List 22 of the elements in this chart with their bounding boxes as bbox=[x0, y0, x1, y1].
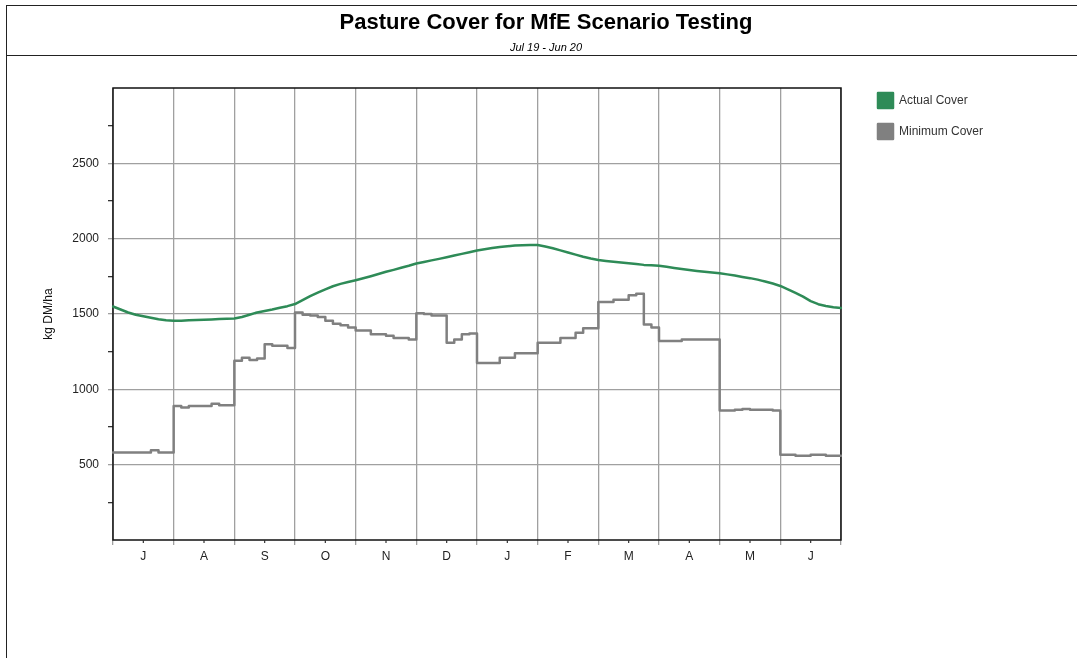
x-tick-label: O bbox=[320, 548, 331, 563]
x-tick-label: A bbox=[199, 548, 209, 563]
x-tick-label: J bbox=[504, 548, 511, 563]
x-tick-label: S bbox=[260, 548, 269, 563]
x-tick-label: N bbox=[381, 548, 391, 563]
x-tick-label: A bbox=[685, 548, 694, 563]
x-tick-label: M bbox=[623, 548, 634, 563]
y-tick-label: 1000 bbox=[72, 381, 100, 396]
y-tick-label: 500 bbox=[78, 456, 100, 471]
x-tick-label: F bbox=[564, 548, 572, 563]
x-tick-label: M bbox=[745, 548, 755, 563]
chart-subtitle: Jul 19 - Jun 20 bbox=[509, 41, 583, 53]
y-tick-label: 2000 bbox=[72, 230, 100, 245]
legend-label: Actual Cover bbox=[899, 92, 968, 107]
x-tick-label: J bbox=[807, 548, 814, 563]
y-axis-title: kg DM/ha bbox=[40, 288, 55, 340]
chart-title: Pasture Cover for MfE Scenario Testing bbox=[339, 9, 753, 34]
y-tick-label: 1500 bbox=[72, 306, 100, 321]
x-tick-label: J bbox=[140, 548, 147, 563]
x-tick-label: D bbox=[442, 548, 452, 563]
y-tick-label: 2500 bbox=[72, 155, 100, 170]
legend-label: Minimum Cover bbox=[899, 123, 984, 138]
